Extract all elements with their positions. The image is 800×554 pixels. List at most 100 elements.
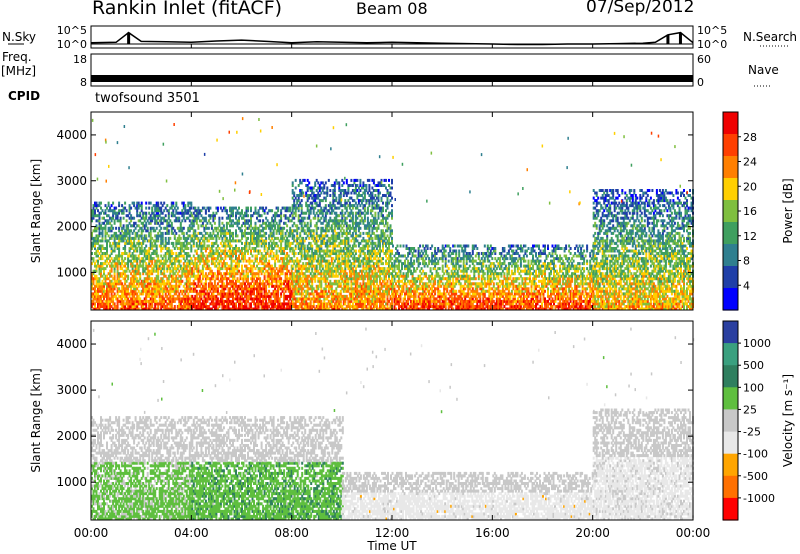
power-cell xyxy=(200,241,203,245)
power-cell xyxy=(185,254,188,258)
power-cell xyxy=(136,272,139,276)
power-cell xyxy=(210,287,213,291)
power-cell xyxy=(161,267,164,271)
power-cell xyxy=(106,284,108,288)
power-cell xyxy=(133,277,136,281)
power-cell xyxy=(106,294,108,298)
power-cell xyxy=(157,274,160,278)
power-cell xyxy=(130,302,133,306)
power-cell xyxy=(109,289,112,293)
power-cell xyxy=(218,262,221,266)
power-cell xyxy=(127,264,130,268)
power-cell xyxy=(209,252,212,255)
power-cell xyxy=(241,264,243,268)
power-cell xyxy=(131,292,134,296)
power-cell xyxy=(149,244,152,248)
power-cell xyxy=(155,287,158,291)
power-cell xyxy=(167,252,170,255)
power-cell xyxy=(100,294,102,298)
power-cell xyxy=(110,249,113,253)
power-cell xyxy=(113,249,116,253)
power-cell xyxy=(173,247,176,250)
power-cell xyxy=(203,247,206,250)
power-cell xyxy=(116,269,119,273)
power-cell xyxy=(148,211,151,215)
power-cell xyxy=(107,272,110,276)
power-cell xyxy=(185,247,188,250)
power-cell xyxy=(209,282,212,286)
power-cell xyxy=(215,206,218,210)
power-cell xyxy=(91,216,93,220)
power-cell xyxy=(185,282,188,286)
power-cell xyxy=(157,264,160,268)
power-cell xyxy=(192,269,195,273)
power-cell xyxy=(131,307,134,311)
power-cell xyxy=(192,282,195,286)
power-cell xyxy=(149,229,152,233)
power-cell xyxy=(198,284,201,288)
power-cell xyxy=(157,287,160,291)
power-cell xyxy=(190,247,193,250)
power-cell xyxy=(113,259,116,263)
power-cell xyxy=(131,231,134,235)
power-cell xyxy=(158,209,161,213)
power-cell xyxy=(303,244,306,248)
power-cell xyxy=(136,277,139,281)
power-cell xyxy=(280,209,283,213)
power-cell xyxy=(184,264,187,268)
power-cell xyxy=(133,307,136,311)
power-cell xyxy=(212,231,215,235)
power-cell xyxy=(170,274,173,278)
power-cell xyxy=(192,264,195,268)
power-cell xyxy=(134,269,137,273)
power-cell xyxy=(209,236,212,240)
power-cell xyxy=(152,289,155,293)
power-cell xyxy=(128,209,131,213)
power-cell xyxy=(190,206,193,210)
power-cell xyxy=(170,262,173,266)
power-cell xyxy=(172,274,175,278)
power-cell xyxy=(106,274,108,278)
power-cell xyxy=(197,269,200,273)
power-cell xyxy=(152,294,155,298)
power-cell xyxy=(91,247,93,250)
power-cell xyxy=(137,264,140,268)
power-cell xyxy=(148,282,151,286)
power-cell xyxy=(245,244,248,248)
power-cell xyxy=(187,269,190,273)
power-cell xyxy=(149,305,152,308)
power-cell xyxy=(98,216,101,220)
power-cell xyxy=(187,282,190,286)
power-cell xyxy=(151,299,154,303)
power-cell xyxy=(195,262,198,266)
power-cell xyxy=(128,302,131,306)
power-cell xyxy=(97,204,99,208)
power-cell xyxy=(104,282,107,286)
power-cell xyxy=(188,287,191,291)
power-cell xyxy=(187,259,190,263)
power-cell xyxy=(137,272,140,276)
power-cell xyxy=(181,229,184,233)
power-cell xyxy=(164,231,167,235)
power-cell xyxy=(312,209,315,213)
power-cell xyxy=(125,279,128,283)
power-cell xyxy=(157,214,160,218)
power-cell xyxy=(209,214,212,218)
power-cell xyxy=(204,211,207,215)
power-cell xyxy=(215,236,218,240)
power-cell xyxy=(94,204,96,208)
power-cell xyxy=(106,214,108,218)
power-cell xyxy=(178,302,181,306)
power-cell xyxy=(121,204,124,208)
power-cell xyxy=(181,305,184,308)
power-cell xyxy=(219,229,222,233)
power-cell xyxy=(155,219,158,223)
power-cell xyxy=(131,302,134,306)
power-cell xyxy=(207,254,210,258)
cpid-value: twofsound 3501 xyxy=(95,91,200,106)
power-cell xyxy=(216,262,219,266)
power-cell xyxy=(338,257,341,261)
power-cell xyxy=(203,241,206,245)
power-cell xyxy=(142,299,145,303)
power-cell xyxy=(134,267,137,271)
